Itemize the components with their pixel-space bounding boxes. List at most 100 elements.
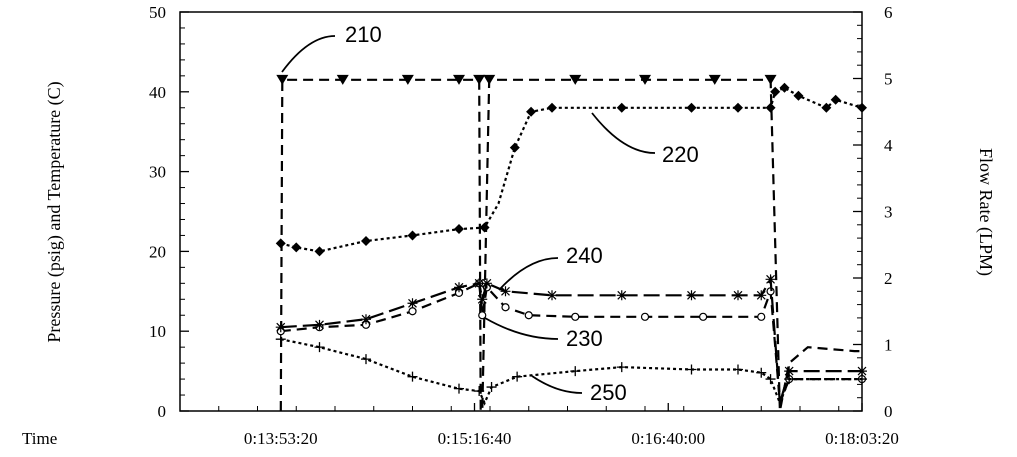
series-point	[570, 366, 581, 377]
series-point	[275, 238, 286, 249]
series-point	[779, 82, 790, 93]
series-point	[686, 364, 697, 375]
series-point	[524, 311, 533, 320]
callout-leader	[498, 257, 559, 291]
series-point	[765, 274, 776, 285]
series-point	[407, 371, 418, 382]
series-point	[407, 298, 418, 309]
series-point	[639, 74, 651, 85]
series-point	[454, 224, 464, 235]
y-right-tick-label: 6	[884, 3, 893, 22]
series-point	[314, 246, 325, 257]
callout-leader	[531, 375, 583, 394]
series-point	[764, 74, 777, 85]
series-line-220	[280, 86, 863, 253]
series-point	[857, 102, 867, 113]
y-right-tick-label: 1	[884, 336, 893, 355]
series-name-label: 240	[566, 243, 603, 268]
series-point	[407, 230, 418, 241]
axis-ticks: 0 10 20 30 40 50 0 1 2 3 4 5 6 0:13:53:20 0:15:16:40 0:…	[149, 3, 899, 448]
y-right-tick-label: 4	[884, 136, 893, 155]
callout-leader	[591, 112, 656, 154]
series-group	[275, 74, 867, 413]
y-left-tick-label: 10	[149, 322, 166, 341]
series-point	[361, 236, 371, 247]
series-line-240	[280, 275, 862, 404]
series-point	[765, 374, 776, 385]
x-axis-label: Time	[22, 429, 57, 448]
series-point	[401, 74, 414, 85]
series-point	[686, 102, 697, 113]
y-left-tick-label: 30	[149, 163, 166, 182]
series-point	[857, 366, 867, 377]
series-line-210	[279, 78, 862, 413]
series-point	[408, 307, 417, 316]
series-250	[275, 334, 867, 407]
series-point	[477, 294, 488, 305]
series-point	[756, 367, 767, 378]
x-tick-label: 0:15:16:40	[438, 429, 512, 448]
y-left-tick-label: 20	[149, 242, 166, 261]
series-point	[474, 386, 485, 397]
series-point	[784, 374, 795, 385]
y-axis-right-label: Flow Rate (LPM)	[975, 148, 996, 276]
series-point	[547, 290, 557, 301]
series-240	[275, 274, 867, 404]
series-point	[770, 86, 781, 97]
series-point	[793, 90, 804, 101]
series-point	[501, 303, 510, 312]
series-point	[733, 102, 743, 113]
series-point	[765, 102, 776, 113]
series-point	[616, 362, 627, 373]
series-name-label: 230	[566, 326, 603, 351]
y-left-tick-label: 40	[149, 83, 166, 102]
callout-leader	[281, 35, 336, 73]
series-point	[361, 314, 371, 325]
series-point	[757, 312, 766, 321]
series-point	[512, 371, 523, 382]
series-point	[784, 366, 795, 377]
y-right-tick-label: 5	[884, 70, 893, 89]
series-line-250	[280, 338, 862, 407]
series-point	[478, 311, 487, 320]
y-right-tick-label: 0	[884, 402, 893, 421]
series-point	[821, 102, 832, 113]
series-point	[454, 282, 464, 293]
series-point	[640, 312, 650, 321]
series-point	[479, 222, 490, 233]
series-point	[275, 322, 286, 333]
series-point	[453, 74, 465, 85]
y-right-tick-label: 2	[884, 269, 893, 288]
series-name-label: 210	[345, 22, 382, 47]
series-point	[314, 319, 325, 330]
x-tick-label: 0:13:53:20	[244, 429, 318, 448]
y-left-tick-label: 50	[149, 3, 166, 22]
series-point	[733, 290, 743, 301]
y-right-tick-label: 3	[884, 203, 893, 222]
series-point	[686, 290, 697, 301]
series-point	[616, 290, 627, 301]
series-point	[857, 374, 867, 385]
series-point	[486, 382, 497, 393]
series-point	[291, 242, 302, 253]
series-point	[699, 312, 708, 321]
series-point	[474, 278, 485, 289]
series-point	[473, 74, 486, 85]
series-point	[500, 286, 511, 297]
series-point	[569, 74, 582, 85]
series-name-label: 220	[662, 142, 699, 167]
series-point	[336, 74, 349, 85]
series-point	[547, 102, 557, 113]
x-tick-label: 0:18:03:20	[825, 429, 899, 448]
series-point	[481, 278, 492, 289]
series-point	[483, 74, 496, 85]
series-210	[276, 74, 862, 413]
series-name-label: 250	[590, 380, 627, 405]
series-point	[361, 354, 371, 365]
y-axis-left-label: Pressure (psig) and Temperature (C)	[44, 81, 65, 342]
series-point	[733, 364, 743, 375]
x-tick-label: 0:16:40:00	[631, 429, 705, 448]
series-point	[314, 342, 325, 353]
series-point	[275, 334, 286, 345]
